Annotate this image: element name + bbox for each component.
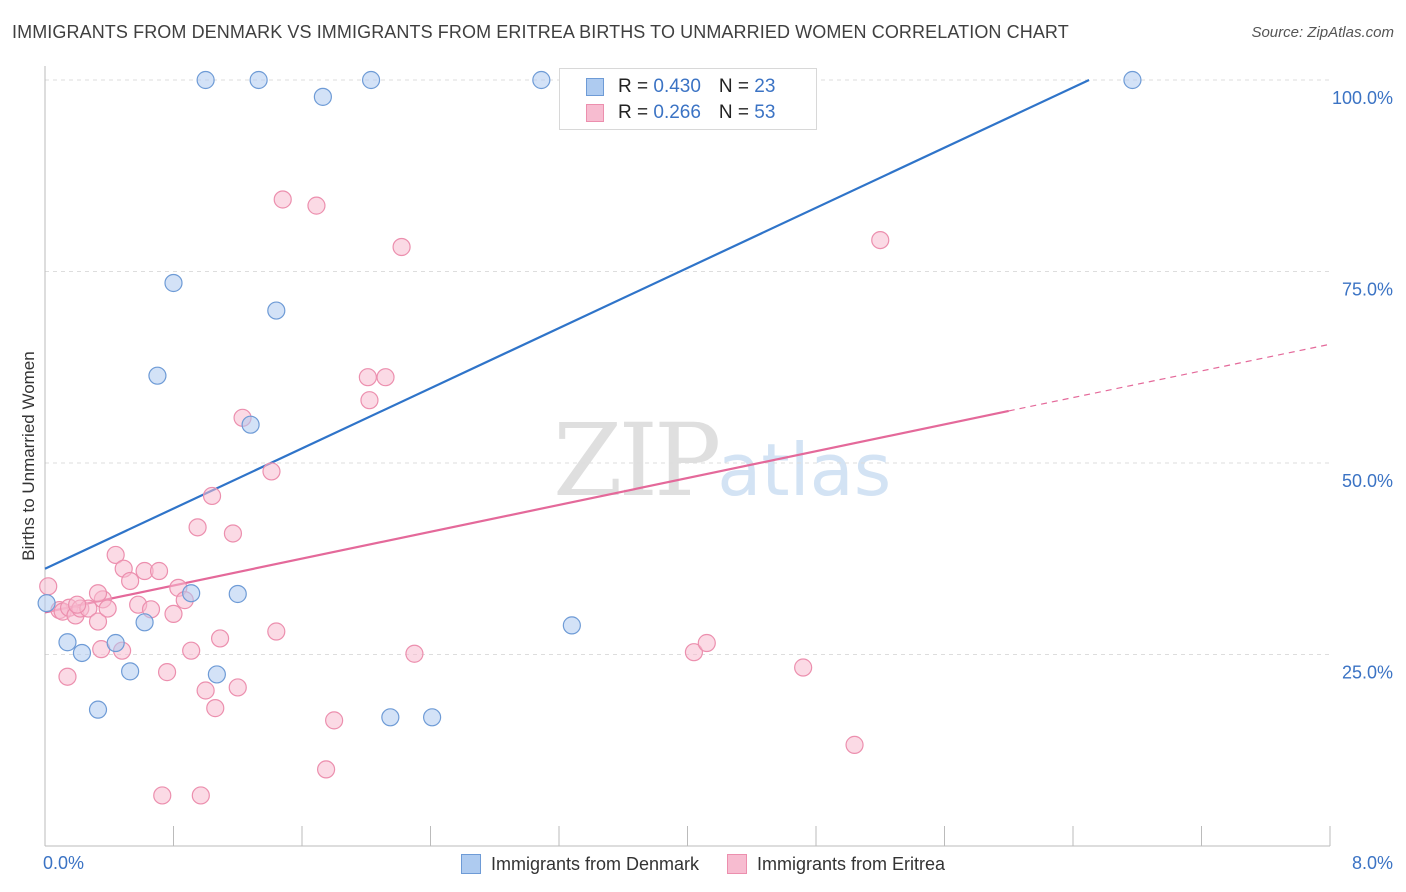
y-tick-label: 25.0%: [1342, 663, 1393, 683]
eritrea-trend-line: [44, 409, 1009, 614]
eritrea-point: [697, 633, 716, 653]
eritrea-point: [267, 622, 286, 641]
eritrea-point: [202, 486, 222, 506]
eritrea-point: [58, 667, 77, 686]
eritrea-point: [153, 786, 172, 805]
eritrea-n-value: 53: [754, 102, 776, 123]
eritrea-point: [191, 786, 210, 805]
eritrea-point: [307, 196, 326, 215]
eritrea-point: [164, 604, 183, 624]
eritrea-point: [121, 571, 140, 591]
series-legend: Immigrants from Denmark Immigrants from …: [0, 851, 1406, 877]
eritrea-legend-swatch: [727, 854, 747, 874]
eritrea-point: [98, 599, 117, 618]
denmark-point: [37, 594, 56, 613]
legend-row-denmark: R = 0.430 N = 23: [586, 75, 775, 99]
denmark-point: [135, 613, 154, 632]
eritrea-point: [392, 237, 411, 257]
eritrea-point: [223, 524, 243, 543]
eritrea-point: [196, 681, 215, 700]
denmark-point: [121, 662, 140, 681]
eritrea-swatch: [586, 104, 604, 122]
eritrea-point: [376, 368, 395, 387]
eritrea-point: [188, 518, 207, 537]
n-label: N =: [718, 102, 755, 123]
y-tick-label: 50.0%: [1342, 471, 1393, 491]
data-points: [37, 70, 1142, 805]
denmark-point: [267, 301, 286, 320]
eritrea-point: [273, 190, 292, 209]
eritrea-point: [157, 663, 177, 682]
r-label: R =: [618, 102, 654, 123]
eritrea-point: [325, 711, 344, 730]
correlation-legend: R = 0.430 N = 23 R = 0.266 N = 53: [559, 68, 817, 130]
eritrea-point: [39, 577, 58, 596]
denmark-point: [241, 415, 260, 434]
denmark-point: [164, 273, 183, 293]
eritrea-legend-label: Immigrants from Eritrea: [757, 853, 946, 874]
eritrea-point: [149, 561, 169, 581]
denmark-point: [182, 584, 201, 603]
x-tick-label: 8.0%: [1352, 853, 1393, 873]
denmark-swatch: [586, 78, 604, 96]
denmark-point: [423, 708, 442, 727]
eritrea-point: [405, 644, 424, 663]
denmark-point: [72, 643, 92, 663]
eritrea-point: [684, 643, 704, 662]
legend-item-denmark[interactable]: Immigrants from Denmark: [460, 853, 699, 875]
denmark-point: [249, 70, 268, 90]
axes: [44, 66, 1331, 847]
denmark-legend-label: Immigrants from Denmark: [490, 853, 699, 874]
denmark-trend-line: [44, 79, 1090, 570]
tick-labels: 25.0% 50.0% 75.0% 100.0% 0.0% 8.0%: [43, 88, 1393, 873]
grid-lines: [45, 79, 1330, 655]
denmark-r-value: 0.430: [653, 76, 701, 97]
eritrea-point: [106, 545, 125, 565]
denmark-point: [532, 70, 551, 90]
eritrea-point: [794, 658, 813, 677]
eritrea-point: [210, 629, 230, 648]
eritrea-point: [88, 584, 108, 603]
eritrea-point: [316, 760, 336, 779]
denmark-point: [58, 633, 77, 652]
denmark-point: [148, 366, 167, 385]
y-tick-label: 75.0%: [1342, 280, 1393, 300]
denmark-legend-swatch: [460, 854, 481, 874]
y-axis-label: Births to Unmarried Women: [19, 351, 38, 560]
chart-title: IMMIGRANTS FROM DENMARK VS IMMIGRANTS FR…: [12, 22, 1069, 42]
trend-lines: [44, 79, 1331, 614]
eritrea-point: [228, 678, 247, 697]
denmark-point: [361, 70, 381, 90]
eritrea-point: [88, 612, 108, 631]
denmark-point: [228, 584, 247, 604]
denmark-point: [381, 708, 400, 727]
legend-row-eritrea: R = 0.266 N = 53: [586, 101, 775, 125]
source-credit: Source: ZipAtlas.com: [1251, 24, 1394, 41]
denmark-point: [1123, 70, 1142, 90]
eritrea-point: [206, 699, 225, 718]
eritrea-point: [262, 462, 281, 481]
eritrea-point: [358, 368, 377, 387]
n-label: N =: [718, 76, 755, 97]
eritrea-point: [360, 391, 379, 410]
eritrea-trend-extension: [1008, 343, 1331, 412]
eritrea-point: [68, 595, 87, 614]
eritrea-point: [182, 641, 201, 660]
denmark-point: [106, 633, 125, 653]
denmark-point: [562, 616, 581, 635]
eritrea-point: [845, 735, 864, 754]
denmark-point: [88, 700, 108, 719]
denmark-n-value: 23: [754, 76, 776, 97]
denmark-point: [313, 87, 332, 106]
y-tick-label: 100.0%: [1332, 88, 1393, 108]
eritrea-point: [871, 230, 890, 250]
r-label: R =: [618, 76, 654, 97]
x-tick-label: 0.0%: [43, 853, 84, 873]
denmark-point: [196, 70, 215, 90]
legend-item-eritrea[interactable]: Immigrants from Eritrea: [727, 854, 945, 875]
eritrea-r-value: 0.266: [653, 102, 701, 123]
denmark-point: [207, 665, 226, 684]
